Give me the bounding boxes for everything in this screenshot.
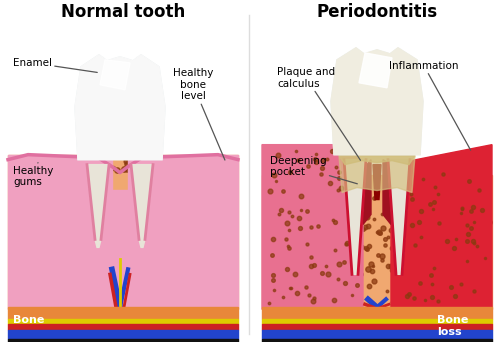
Polygon shape bbox=[100, 60, 130, 90]
Polygon shape bbox=[339, 156, 415, 165]
Polygon shape bbox=[262, 307, 492, 319]
Text: Deepening
pocket: Deepening pocket bbox=[270, 156, 358, 184]
Polygon shape bbox=[339, 156, 415, 192]
Polygon shape bbox=[331, 48, 423, 155]
Polygon shape bbox=[75, 55, 165, 159]
Polygon shape bbox=[8, 155, 112, 309]
Text: Plaque and
calculus: Plaque and calculus bbox=[277, 67, 360, 160]
Polygon shape bbox=[262, 175, 492, 309]
Polygon shape bbox=[262, 145, 363, 309]
Polygon shape bbox=[75, 55, 165, 159]
Text: Periodontitis: Periodontitis bbox=[316, 3, 438, 21]
Text: Healthy
bone
level: Healthy bone level bbox=[173, 68, 225, 160]
Polygon shape bbox=[8, 155, 238, 309]
Polygon shape bbox=[262, 319, 492, 324]
Polygon shape bbox=[112, 190, 128, 309]
Polygon shape bbox=[8, 339, 238, 343]
Polygon shape bbox=[262, 330, 492, 339]
Polygon shape bbox=[359, 53, 392, 88]
Polygon shape bbox=[131, 165, 153, 239]
Polygon shape bbox=[363, 159, 371, 224]
Polygon shape bbox=[388, 159, 410, 274]
Polygon shape bbox=[344, 159, 366, 274]
Polygon shape bbox=[139, 239, 145, 247]
Polygon shape bbox=[8, 307, 238, 319]
Text: Inflammation: Inflammation bbox=[389, 61, 470, 150]
Text: Normal tooth: Normal tooth bbox=[61, 3, 185, 21]
Polygon shape bbox=[331, 48, 423, 155]
Polygon shape bbox=[8, 330, 238, 339]
Polygon shape bbox=[391, 145, 492, 309]
Polygon shape bbox=[262, 339, 492, 343]
Polygon shape bbox=[87, 165, 109, 239]
Text: Bone: Bone bbox=[13, 315, 44, 325]
Polygon shape bbox=[95, 239, 101, 247]
Polygon shape bbox=[8, 324, 238, 330]
Polygon shape bbox=[383, 159, 391, 224]
Polygon shape bbox=[8, 319, 238, 324]
Text: Bone
loss: Bone loss bbox=[437, 315, 468, 337]
Text: Enamel: Enamel bbox=[13, 58, 98, 72]
Text: Healthy
gums: Healthy gums bbox=[13, 163, 54, 187]
Polygon shape bbox=[262, 324, 492, 330]
Polygon shape bbox=[128, 155, 238, 309]
Polygon shape bbox=[373, 165, 381, 200]
